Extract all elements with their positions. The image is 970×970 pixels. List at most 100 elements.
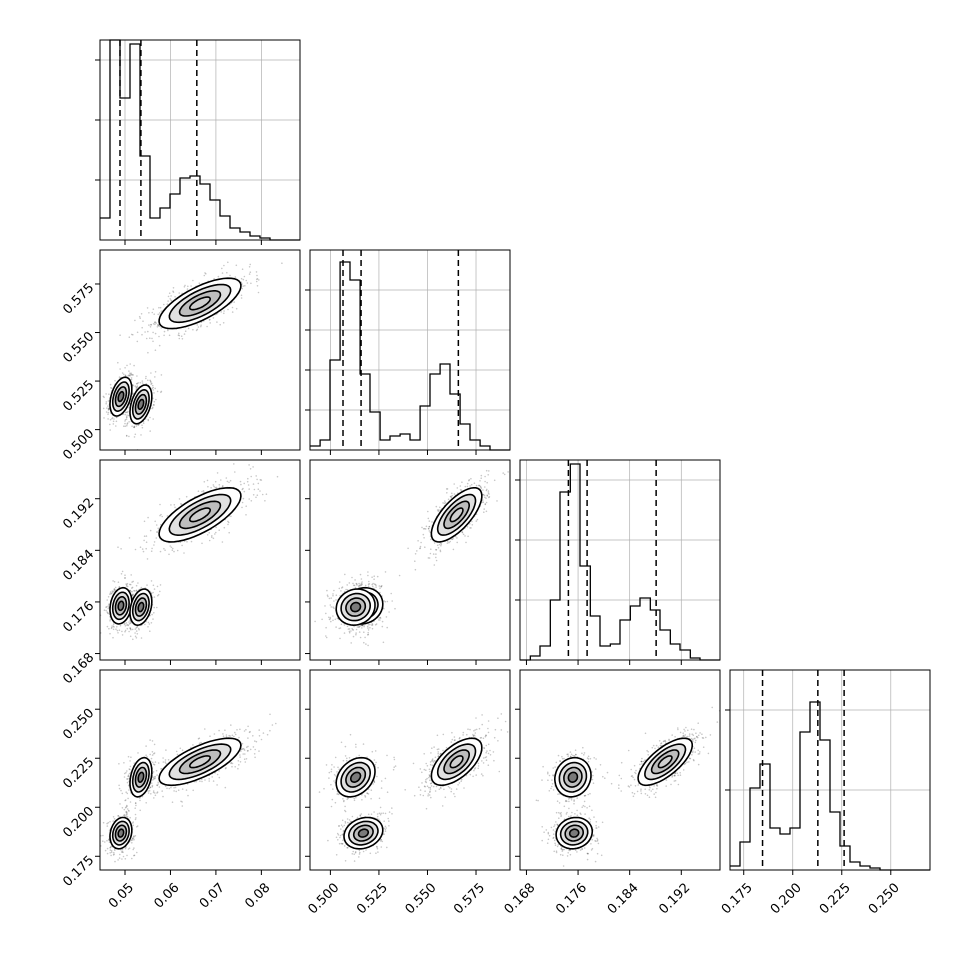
sample-point [121, 858, 123, 860]
sample-point [131, 393, 134, 395]
sample-point [147, 516, 149, 519]
sample-point [126, 781, 129, 784]
sample-point [461, 531, 464, 533]
sample-point [118, 787, 121, 790]
sample-point [332, 606, 334, 608]
sample-point [107, 612, 109, 615]
sample-point [109, 632, 111, 635]
density-contour [436, 493, 477, 536]
sample-point [106, 612, 109, 614]
panel-frame [519, 459, 721, 661]
sample-point [139, 546, 142, 548]
sample-point [113, 589, 115, 591]
sample-point [329, 617, 332, 620]
sample-point [379, 587, 381, 589]
sample-point [437, 510, 440, 513]
density-contour [114, 386, 128, 408]
sample-point [126, 808, 129, 810]
sample-point [141, 548, 144, 550]
sample-point [155, 398, 157, 401]
sample-point [448, 541, 450, 544]
sample-point [385, 616, 388, 618]
sample-point [113, 580, 116, 583]
sample-point [190, 285, 192, 287]
sample-point [150, 757, 153, 760]
sample-point [108, 393, 110, 396]
sample-point [102, 407, 105, 410]
sample-point [207, 485, 209, 488]
sample-point [125, 771, 127, 774]
sample-point [178, 332, 180, 335]
sample-point [479, 485, 482, 488]
sample-point [371, 624, 374, 626]
sample-point [131, 837, 134, 840]
y-tick-label: 0.550 [60, 329, 97, 366]
sample-point [133, 425, 136, 428]
sample-point [243, 275, 246, 278]
sample-point [214, 533, 216, 535]
sample-point [106, 852, 109, 855]
sample-point [152, 771, 155, 773]
sample-point [231, 311, 234, 313]
sample-point [330, 597, 333, 599]
sample-point [154, 376, 156, 378]
sample-point [146, 558, 149, 560]
sample-point [128, 537, 131, 539]
sample-point [151, 387, 154, 390]
sample-point [173, 550, 175, 553]
sample-point [321, 618, 323, 621]
sample-point [132, 580, 134, 583]
sample-point [439, 549, 442, 552]
sample-point [126, 416, 128, 418]
sample-point [382, 641, 385, 644]
sample-point [343, 624, 346, 626]
sample-point [117, 361, 119, 364]
sample-point [352, 635, 355, 638]
sample-point [105, 609, 107, 612]
sample-point [125, 846, 127, 849]
sample-point [125, 411, 127, 414]
sample-point [216, 472, 219, 474]
sample-point [377, 619, 380, 621]
sample-point [179, 541, 182, 544]
sample-point [242, 246, 244, 248]
sample-point [111, 417, 113, 420]
sample-point [443, 502, 446, 505]
sample-point [127, 414, 130, 417]
sample-point [487, 492, 490, 494]
sample-point [141, 424, 143, 427]
sample-point [124, 367, 126, 369]
sample-point [139, 317, 141, 320]
sample-point [133, 426, 135, 429]
y-tick-label: 0.525 [60, 378, 97, 415]
sample-point [125, 434, 128, 437]
sample-point [241, 287, 243, 290]
sample-point [140, 313, 143, 315]
sample-point [124, 420, 126, 422]
sample-point [124, 806, 127, 809]
sample-point [211, 535, 213, 537]
sample-point [160, 391, 162, 394]
y-tick-label: 0.168 [60, 650, 97, 687]
sample-point [428, 557, 431, 559]
sample-point [177, 334, 180, 336]
sample-point [466, 482, 469, 485]
sample-point [425, 525, 428, 528]
sample-point [128, 370, 130, 372]
sample-point [131, 839, 134, 841]
sample-point [150, 550, 153, 552]
sample-point [440, 543, 443, 545]
sample-point [250, 475, 252, 478]
sample-point [149, 379, 151, 382]
sample-point [103, 396, 105, 399]
sample-point [203, 481, 206, 483]
sample-point [143, 520, 146, 523]
sample-point [184, 284, 186, 287]
sample-point [159, 584, 162, 586]
sample-point [160, 374, 163, 376]
sample-point [332, 619, 334, 622]
sample-point [242, 285, 244, 287]
sample-point [163, 547, 165, 550]
